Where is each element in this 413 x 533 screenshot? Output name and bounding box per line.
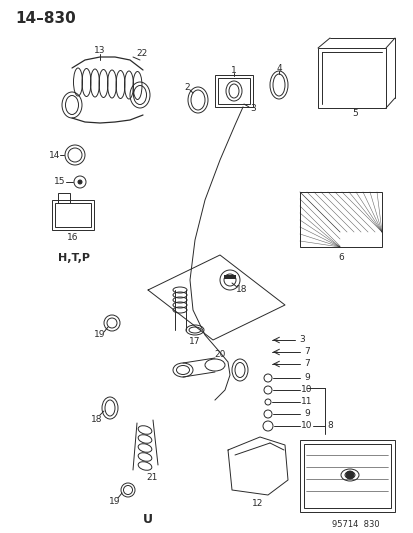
Text: H,T,P: H,T,P (58, 253, 90, 263)
Text: U: U (142, 513, 153, 527)
Text: 2: 2 (184, 83, 189, 92)
Text: 6: 6 (337, 254, 343, 262)
Bar (218, 78, 249, 104)
Text: 10: 10 (301, 385, 312, 394)
Bar (214, 75, 252, 107)
Text: 8: 8 (326, 422, 332, 431)
Text: 15: 15 (54, 177, 66, 187)
Text: 9: 9 (304, 374, 309, 383)
Bar (299, 192, 381, 247)
Bar (55, 203, 91, 227)
Text: 3: 3 (299, 335, 304, 344)
Text: 12: 12 (252, 499, 263, 508)
Text: 19: 19 (94, 330, 105, 340)
Text: 19: 19 (109, 497, 121, 506)
Bar (303, 444, 390, 508)
Circle shape (345, 471, 353, 479)
Text: 16: 16 (67, 233, 78, 243)
Text: 7: 7 (304, 348, 309, 357)
Bar (317, 48, 385, 108)
Text: 7: 7 (304, 359, 309, 368)
Bar (58, 193, 70, 203)
Text: 18: 18 (236, 286, 247, 295)
Text: 9: 9 (304, 409, 309, 418)
Text: 21: 21 (146, 473, 157, 482)
Text: 11: 11 (301, 398, 312, 407)
Text: 4: 4 (275, 63, 281, 72)
Text: 95714  830: 95714 830 (332, 521, 379, 529)
Text: 5: 5 (351, 109, 357, 117)
Text: 3: 3 (249, 103, 255, 112)
Text: 18: 18 (91, 416, 102, 424)
Text: 13: 13 (94, 45, 105, 54)
Bar (223, 275, 235, 279)
Text: 10: 10 (301, 422, 312, 431)
Text: 22: 22 (136, 49, 147, 58)
Text: 1: 1 (230, 66, 236, 75)
Bar (52, 200, 94, 230)
Text: 17: 17 (189, 337, 200, 346)
Circle shape (78, 180, 82, 184)
Bar (299, 440, 394, 512)
Text: 14–830: 14–830 (15, 11, 76, 26)
Text: 20: 20 (214, 351, 225, 359)
Text: 14: 14 (49, 150, 61, 159)
